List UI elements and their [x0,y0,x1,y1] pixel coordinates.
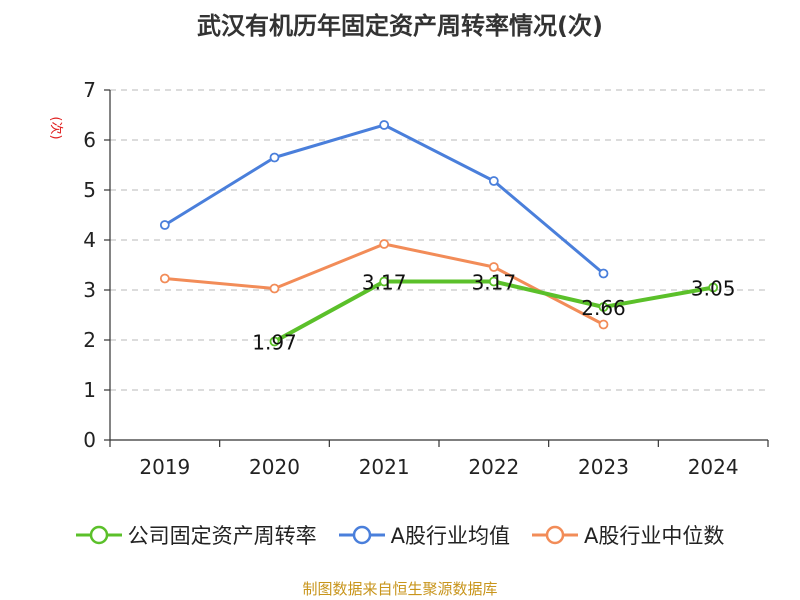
legend-label: A股行业均值 [390,524,510,548]
data-point [598,302,609,312]
data-label: 1.97 [252,331,297,355]
x-tick-label: 2021 [359,455,410,479]
y-axis-label: (次) [48,116,64,139]
y-tick-label: 6 [83,128,96,152]
legend-label: A股行业中位数 [584,524,725,548]
data-point [488,262,499,272]
x-tick-label: 2019 [139,455,190,479]
data-point [708,282,719,293]
x-tick-label: 2024 [688,455,739,479]
x-tick-label: 2022 [468,455,519,479]
y-tick-label: 1 [83,378,96,402]
data-label: 3.17 [362,271,407,295]
x-tick-label: 2020 [249,455,300,479]
y-tick-label: 2 [83,328,96,352]
y-tick-label: 3 [83,278,96,302]
legend-swatch-icon [338,525,385,545]
data-point [159,273,170,284]
data-label: 2.66 [581,296,626,320]
legend-item[interactable]: A股行业均值 [338,520,510,550]
data-point [379,276,390,287]
legend-swatch-icon [75,525,122,545]
data-point [269,336,280,347]
series-line [164,123,605,275]
chart-title: 武汉有机历年固定资产周转率情况(次) [197,12,603,40]
data-point [488,176,499,186]
legend-label: 公司固定资产周转率 [127,524,317,548]
chart-legend: 公司固定资产周转率 A股行业均值 A股行业中位数 [0,520,800,550]
legend-item[interactable]: A股行业中位数 [532,520,724,550]
data-point [379,120,390,130]
data-point [598,268,609,279]
data-point [598,319,609,330]
data-label: 3.05 [691,277,736,301]
data-point [269,283,280,294]
y-tick-label: 7 [83,78,96,102]
x-tick-label: 2023 [578,455,629,479]
y-tick-label: 4 [83,228,96,252]
legend-item[interactable]: 公司固定资产周转率 [75,520,317,550]
data-point [159,220,170,230]
data-point [379,239,390,249]
source-footer: 制图数据来自恒生聚源数据库 [302,580,498,598]
y-tick-label: 0 [83,428,96,452]
legend-swatch-icon [532,525,578,545]
data-point [488,276,499,287]
data-label: 3.17 [472,271,517,295]
data-point [269,152,280,163]
y-tick-label: 5 [83,178,96,202]
